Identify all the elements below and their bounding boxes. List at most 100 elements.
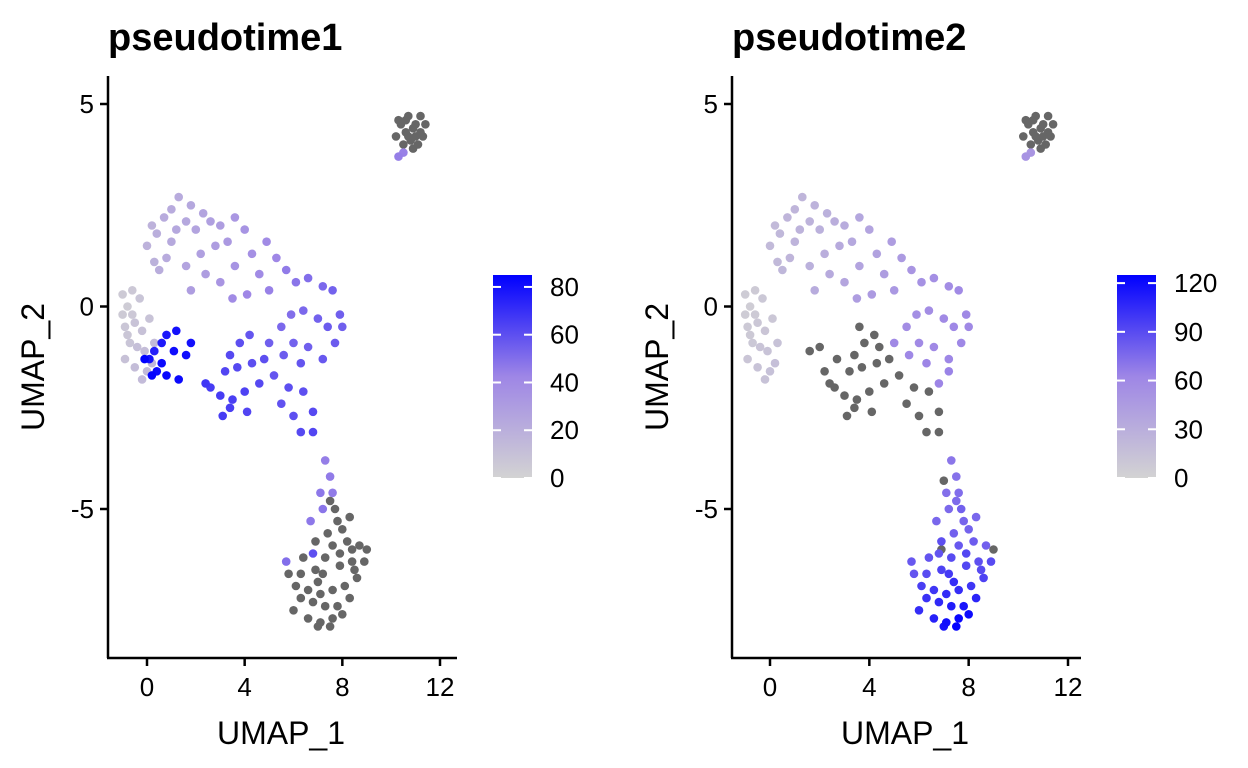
cell-point (247, 358, 257, 368)
cell-point (855, 213, 864, 222)
cell-point (855, 261, 864, 271)
cell-point (1038, 132, 1048, 141)
y-tick-label: 0 (704, 292, 718, 322)
cell-point (949, 577, 959, 587)
plot-area: 0 4 8 12 5 0 -5 (71, 76, 457, 702)
cell-point (852, 294, 862, 303)
cell-point (289, 411, 298, 421)
cell-point (760, 326, 770, 336)
cell-point (218, 411, 227, 421)
cell-point (320, 601, 330, 611)
cell-point (201, 269, 210, 279)
cell-point (872, 358, 882, 368)
cell-point (174, 375, 183, 384)
cell-point (130, 318, 140, 328)
cell-point (120, 354, 130, 364)
cell-point (750, 310, 760, 319)
cell-point (929, 614, 939, 623)
cell-point (316, 488, 325, 498)
cell-point (247, 249, 257, 259)
y-tick-label: -5 (71, 494, 94, 524)
cell-point (191, 225, 201, 234)
cell-point (408, 124, 418, 133)
cell-point (303, 614, 313, 623)
cell-point (922, 569, 931, 579)
y-tick-label: 5 (704, 89, 718, 119)
cell-point (140, 354, 149, 364)
cell-point (421, 120, 430, 129)
cell-point (181, 261, 191, 271)
cell-point (157, 338, 166, 348)
cell-point (333, 601, 342, 611)
cell-point (954, 286, 963, 295)
cell-point (753, 318, 762, 328)
x-tick-label: 0 (140, 672, 154, 702)
cell-point (262, 237, 271, 246)
cell-point (355, 541, 364, 550)
cell-point (790, 205, 800, 214)
cell-point (342, 537, 352, 546)
cell-point (216, 277, 225, 287)
cell-point (311, 537, 320, 546)
cell-point (230, 261, 240, 271)
chart-title: pseudotime1 (108, 17, 342, 59)
cell-point (130, 363, 140, 372)
cell-point (939, 476, 949, 486)
cell-point (805, 261, 814, 271)
cell-point (264, 286, 274, 295)
cell-point (805, 346, 814, 356)
cell-point (947, 601, 956, 611)
cell-point (745, 302, 755, 311)
cell-point (345, 512, 355, 522)
cell-point (840, 391, 849, 400)
cell-point (822, 209, 832, 218)
x-tick-label: 0 (763, 672, 777, 702)
cell-point (810, 201, 819, 210)
cell-point (954, 541, 963, 550)
cell-point (952, 622, 961, 631)
cell-point (909, 569, 919, 579)
panel-pseudotime2: pseudotime2 0 4 8 12 5 0 -5 UMAP_1 UMAP_2 0 30 6… (639, 17, 1217, 751)
cell-point (296, 427, 306, 437)
cell-point (259, 354, 269, 364)
cell-point (308, 549, 318, 558)
cell-point (810, 286, 819, 295)
cell-point (939, 314, 949, 323)
cell-point (162, 330, 171, 340)
cell-point (969, 537, 978, 546)
cell-point (889, 286, 899, 295)
cell-point (971, 593, 981, 603)
x-tick-label: 12 (1054, 672, 1083, 702)
cell-point (323, 322, 333, 332)
cell-point (894, 371, 904, 380)
cell-point (830, 217, 839, 226)
cell-point (961, 549, 971, 558)
cell-point (416, 111, 425, 121)
color-legend: 0 20 40 60 80 (493, 272, 579, 493)
cell-point (284, 569, 293, 579)
cell-point (820, 367, 829, 376)
cell-point (206, 217, 215, 226)
colorbar-ticks: 0 20 40 60 80 (493, 272, 579, 493)
cell-point (840, 277, 849, 287)
cell-point (914, 606, 924, 615)
cell-point (790, 237, 800, 246)
cell-point (768, 314, 777, 323)
cell-point (835, 241, 844, 251)
cell-point (775, 229, 785, 238)
colorbar-tick-label: 60 (550, 320, 579, 350)
cell-point (1021, 115, 1031, 125)
cell-point (352, 573, 362, 583)
cell-point (147, 371, 157, 380)
cell-point (750, 286, 760, 295)
cell-point (924, 553, 934, 562)
cell-point (347, 557, 357, 566)
cell-point (399, 140, 408, 149)
cell-point (157, 358, 166, 368)
cell-point (842, 411, 852, 421)
cell-point (954, 585, 963, 595)
cell-point (147, 221, 157, 230)
x-tick-label: 8 (961, 672, 975, 702)
y-tick-label: -5 (695, 494, 718, 524)
cell-point (296, 358, 306, 368)
